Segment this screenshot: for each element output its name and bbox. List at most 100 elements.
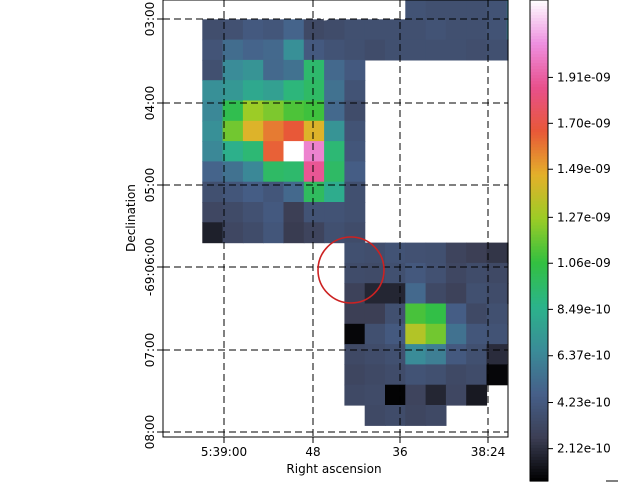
heatmap-cell: [303, 222, 325, 244]
heatmap-cell: [486, 262, 508, 284]
colorbar-segment: [530, 192, 548, 197]
heatmap-cell: [242, 222, 264, 244]
colorbar-segment: [530, 303, 548, 308]
heatmap-cell: [405, 242, 427, 264]
heatmap-cell: [303, 141, 325, 162]
heatmap-cell: [445, 262, 467, 284]
colorbar-segment: [530, 93, 548, 97]
heatmap-cell: [283, 181, 305, 203]
plot-frame: [162, 0, 509, 438]
heatmap-cell: [283, 202, 305, 223]
heatmap-cell: [263, 19, 285, 41]
colorbar-segment: [530, 30, 548, 34]
heatmap-cell: [425, 262, 447, 284]
colorbar-segment: [530, 201, 548, 206]
x-tick-label: 5:39:00: [201, 445, 247, 459]
heatmap-cell: [324, 80, 345, 102]
heatmap-cell: [242, 161, 264, 183]
heatmap-cell: [425, 303, 447, 325]
heatmap-cell: [303, 19, 325, 41]
heatmap-cell: [425, 364, 447, 386]
heatmap-cell: [202, 80, 224, 102]
colorbar-segment: [530, 255, 548, 260]
heatmap-cell: [202, 120, 224, 142]
colorbar-segment: [530, 324, 548, 329]
heatmap-cell: [405, 0, 427, 20]
heatmap-cell: [364, 242, 386, 264]
colorbar-tick-label: 1.70e-09: [557, 116, 611, 130]
heatmap-cell: [405, 303, 427, 325]
y-tick-label: 05:00: [143, 168, 157, 203]
colorbar-segment: [530, 111, 548, 115]
colorbar-segment: [530, 228, 548, 233]
colorbar-segment: [530, 447, 548, 452]
heatmap-cell: [303, 59, 325, 81]
colorbar-segment: [530, 327, 548, 332]
heatmap-cell: [344, 323, 366, 345]
heatmap-cell: [344, 161, 366, 183]
colorbar-segment: [530, 171, 548, 175]
heatmap-cell: [445, 19, 467, 41]
heatmap-cell: [445, 283, 467, 305]
heatmap-cell: [283, 222, 305, 244]
colorbar-segment: [530, 27, 548, 31]
heatmap-cell: [222, 39, 244, 61]
heatmap-cell: [364, 19, 386, 41]
heatmap-cell: [385, 323, 406, 345]
heatmap-cell: [344, 141, 366, 162]
heatmap-cell: [385, 303, 406, 325]
heatmap-cell: [466, 283, 488, 305]
heatmap-cell: [425, 405, 447, 426]
heatmap-cell: [242, 181, 264, 203]
heatmap-cell: [283, 59, 305, 81]
heatmap-cell: [222, 141, 244, 162]
colorbar-segment: [530, 48, 548, 52]
colorbar-segment: [530, 147, 548, 151]
colorbar-segment: [530, 60, 548, 64]
heatmap-cell: [425, 344, 447, 365]
colorbar-segment: [530, 156, 548, 160]
colorbar-segment: [530, 366, 548, 371]
target-marker: [317, 236, 385, 304]
heatmap-cell: [324, 59, 345, 81]
heatmap-cell: [263, 202, 285, 223]
colorbar-segment: [530, 243, 548, 248]
heatmap-cell: [283, 141, 305, 162]
heatmap-cell: [466, 323, 488, 345]
heatmap-cell: [202, 19, 224, 41]
y-tick-label: 04:00: [143, 86, 157, 121]
heatmap-cell: [222, 59, 244, 81]
colorbar-segment: [530, 276, 548, 281]
heatmap-cell: [445, 384, 467, 406]
colorbar-segment: [530, 69, 548, 73]
colorbar-segment: [530, 102, 548, 106]
heatmap-cell: [364, 262, 386, 284]
colorbar-segment: [530, 198, 548, 203]
y-axis: 03:00 04:00 05:00 -69:06:00 07:00 08:00: [143, 2, 163, 449]
colorbar-segment: [530, 216, 548, 221]
colorbar-segment: [530, 387, 548, 392]
colorbar-segment: [530, 300, 548, 305]
colorbar-segment: [530, 270, 548, 275]
heatmap-cell: [222, 80, 244, 102]
heatmap-cell: [202, 181, 224, 203]
colorbar-segment: [530, 348, 548, 353]
heatmap-cell: [445, 323, 467, 345]
colorbar-segment: [530, 432, 548, 437]
heatmap-cell: [466, 0, 488, 20]
heatmap-cell: [242, 100, 264, 122]
colorbar-segment: [530, 210, 548, 215]
colorbar-segment: [530, 411, 548, 416]
colorbar-segment: [530, 177, 548, 181]
heatmap-cell: [324, 222, 345, 244]
heatmap-cell: [344, 181, 366, 203]
colorbar-segment: [530, 195, 548, 200]
colorbar-segment: [530, 6, 548, 10]
colorbar-segment: [530, 105, 548, 109]
heatmap-cell: [364, 364, 386, 386]
colorbar-tick-label: 4.23e-10: [557, 396, 611, 410]
heatmap-cell: [445, 364, 467, 386]
heatmap-cell: [405, 344, 427, 365]
heatmap-cell: [466, 344, 488, 365]
colorbar-segment: [530, 363, 548, 368]
